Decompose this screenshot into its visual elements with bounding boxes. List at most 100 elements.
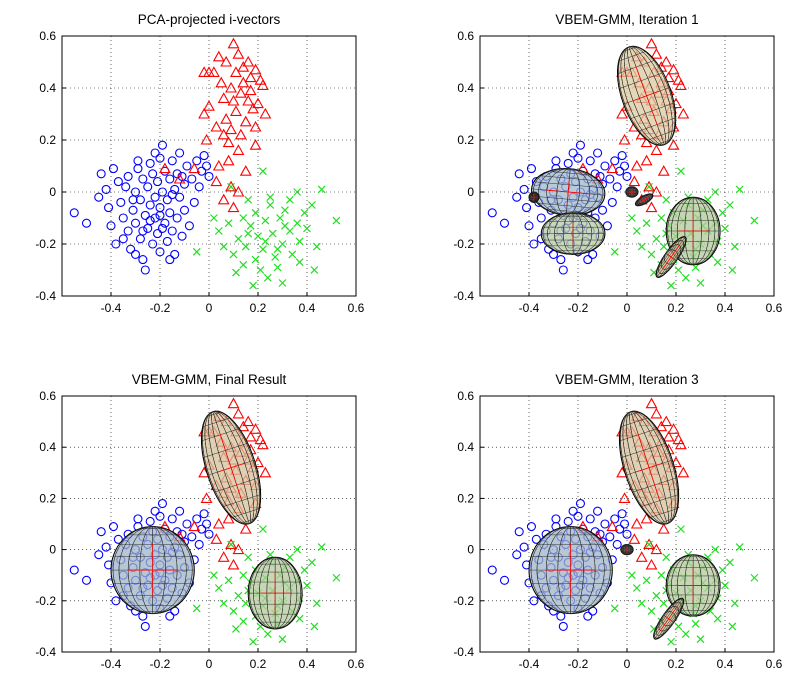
point-triangle [655, 420, 668, 432]
point-cross [642, 219, 651, 228]
point-cross [285, 195, 294, 204]
point-triangle [650, 407, 663, 419]
point-cross [258, 167, 267, 176]
point-cross [750, 216, 759, 225]
point-triangle [618, 133, 631, 145]
x-tick-label: -0.2 [150, 301, 171, 315]
point-circle [138, 174, 148, 184]
point-cross [730, 599, 739, 608]
point-triangle [256, 438, 269, 450]
x-tick-label: 0.4 [717, 301, 734, 315]
point-cross [652, 234, 661, 243]
point-triangle [232, 144, 245, 155]
point-circle [585, 514, 595, 524]
point-triangle [630, 159, 643, 171]
point-circle [573, 511, 583, 521]
y-tick-label: 0.2 [39, 133, 56, 147]
point-triangle [220, 55, 233, 67]
point-triangle [220, 113, 233, 124]
point-circle [128, 205, 138, 215]
point-triangle [230, 66, 242, 77]
point-circle [157, 223, 167, 233]
point-triangle [662, 430, 675, 442]
point-circle [148, 169, 158, 179]
point-triangle [203, 100, 215, 111]
point-circle [175, 148, 185, 158]
point-cross [293, 545, 302, 554]
gmm-ellipsoid [200, 410, 262, 525]
point-circle [563, 516, 573, 526]
point-cross [303, 581, 311, 590]
x-tick-label: 0.2 [668, 301, 685, 315]
y-tick-label: 0.4 [457, 440, 474, 454]
point-cross [713, 614, 722, 623]
point-circle [81, 575, 92, 585]
point-circle [610, 514, 620, 524]
point-circle [583, 255, 593, 265]
point-cross [209, 214, 218, 222]
point-triangle [225, 180, 237, 192]
gmm-ellipsoid [528, 526, 613, 615]
point-triangle [645, 201, 658, 213]
point-triangle [232, 543, 245, 555]
point-triangle [618, 492, 631, 503]
point-triangle [173, 172, 186, 184]
point-triangle [239, 165, 252, 176]
point-triangle [249, 63, 262, 75]
point-triangle [650, 144, 663, 155]
point-triangle [630, 517, 643, 529]
point-triangle [242, 415, 255, 427]
point-cross [273, 245, 282, 254]
point-triangle [674, 79, 687, 90]
x-tick-label: 0.2 [250, 301, 267, 315]
point-triangle [667, 423, 680, 434]
point-circle [612, 182, 622, 192]
point-cross [276, 214, 284, 222]
point-circle [615, 166, 625, 176]
point-triangle [249, 423, 262, 434]
point-circle [81, 218, 92, 228]
point-triangle [158, 162, 171, 174]
point-cross [266, 201, 275, 209]
point-cross [254, 232, 262, 241]
point-triangle [643, 180, 655, 192]
point-circle [177, 231, 187, 241]
point-triangle [677, 466, 690, 478]
point-cross [251, 255, 260, 264]
point-triangle [670, 456, 682, 468]
point-cross [728, 266, 737, 274]
point-circle [108, 164, 118, 174]
point-triangle [234, 128, 247, 140]
point-triangle [635, 551, 648, 562]
point-cross [281, 206, 289, 215]
point-cross [721, 224, 729, 233]
point-cross [295, 258, 304, 267]
point-circle [194, 539, 204, 550]
point-circle [197, 524, 207, 534]
point-triangle [677, 107, 690, 119]
point-circle [514, 527, 524, 537]
point-circle [126, 244, 136, 254]
point-cross [263, 273, 272, 282]
point-cross [244, 553, 253, 562]
point-cross [317, 185, 326, 194]
point-circle [135, 195, 145, 205]
y-tick-label: 0.6 [39, 29, 56, 43]
point-cross [241, 599, 250, 608]
point-triangle [230, 105, 242, 116]
point-triangle [210, 175, 223, 187]
point-circle [133, 514, 143, 524]
point-circle [153, 229, 163, 239]
x-tick-label: -0.4 [519, 301, 540, 315]
point-cross [674, 266, 683, 274]
point-triangle [222, 154, 235, 166]
marks [487, 37, 759, 290]
point-circle [165, 174, 175, 184]
point-triangle [645, 558, 658, 570]
point-circle [619, 161, 630, 171]
point-circle [121, 182, 131, 192]
point-triangle [237, 76, 250, 88]
point-cross [244, 195, 253, 204]
point-cross [696, 279, 705, 287]
y-tick-label: 0 [467, 543, 474, 557]
